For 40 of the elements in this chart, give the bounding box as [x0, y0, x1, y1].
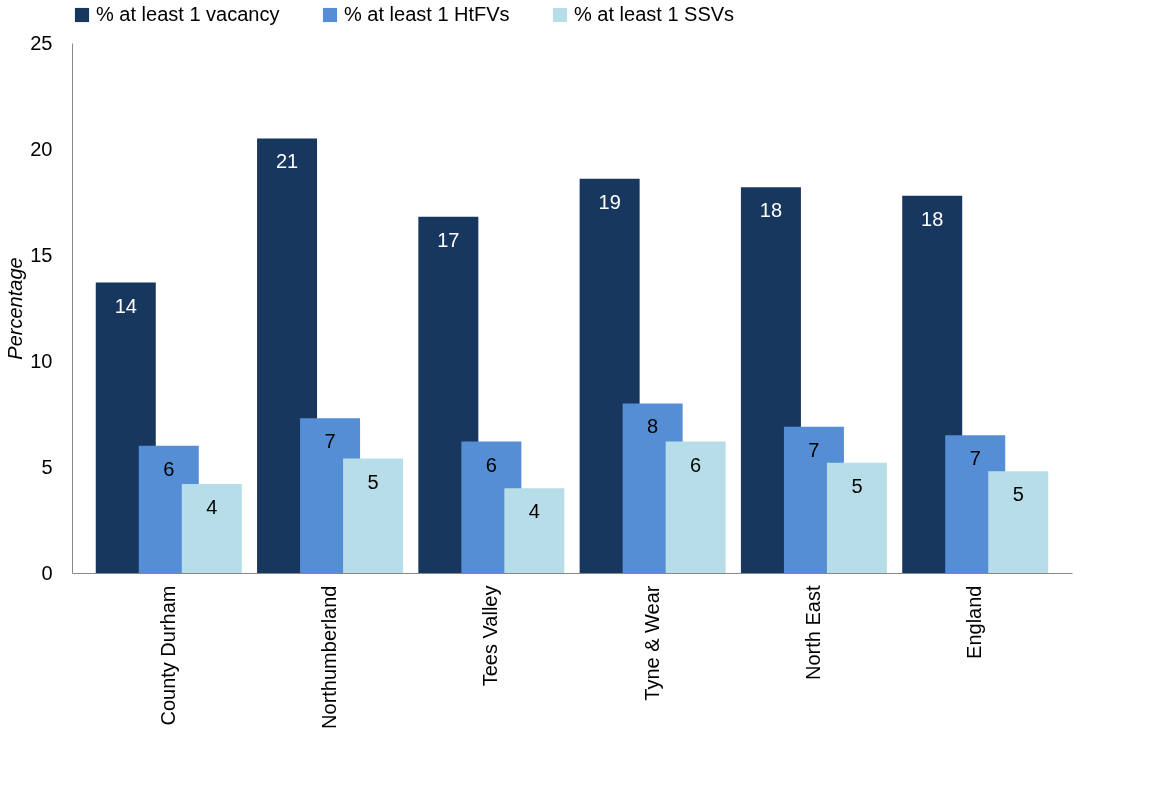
- data-label: 6: [485, 453, 497, 476]
- data-label: 5: [851, 474, 863, 497]
- data-label: 7: [808, 438, 820, 461]
- bar: [343, 458, 404, 573]
- data-label: 8: [647, 415, 659, 438]
- y-axis-title: Percentage: [4, 257, 27, 360]
- bar: [826, 462, 887, 573]
- data-label: 7: [969, 447, 981, 470]
- legend-label: % at least 1 HtFVs: [344, 3, 510, 25]
- data-label: 5: [367, 470, 379, 493]
- y-tick-label: 5: [41, 455, 53, 478]
- x-tick-label: Tees Valley: [479, 585, 502, 687]
- bar: [665, 441, 726, 573]
- x-tick-label: England: [963, 585, 986, 659]
- data-label: 19: [598, 190, 621, 213]
- data-label: 17: [437, 228, 460, 251]
- data-label: 5: [1012, 483, 1024, 506]
- x-tick-label: Northumberland: [318, 585, 341, 729]
- x-tick-label: North East: [801, 585, 824, 680]
- data-label: 6: [690, 453, 702, 476]
- data-label: 18: [921, 207, 944, 230]
- y-tick-label: 10: [30, 349, 53, 372]
- data-label: 4: [528, 500, 540, 523]
- legend-label: % at least 1 SSVs: [574, 3, 735, 25]
- data-label: 21: [275, 150, 299, 173]
- legend-label: % at least 1 vacancy: [96, 3, 280, 25]
- y-tick-label: 25: [30, 31, 53, 54]
- data-label: 6: [163, 457, 175, 480]
- bar: [504, 488, 565, 573]
- y-tick-label: 15: [30, 243, 53, 266]
- data-label: 18: [759, 199, 783, 222]
- y-tick-label: 20: [30, 137, 53, 160]
- data-label: 14: [114, 294, 137, 317]
- bar: [181, 483, 242, 573]
- x-tick-label: County Durham: [156, 585, 179, 726]
- data-label: 7: [324, 430, 336, 453]
- bar: [988, 471, 1049, 573]
- data-label: 4: [206, 495, 218, 518]
- y-tick-label: 0: [41, 561, 53, 584]
- x-tick-label: Tyne & Wear: [640, 585, 663, 701]
